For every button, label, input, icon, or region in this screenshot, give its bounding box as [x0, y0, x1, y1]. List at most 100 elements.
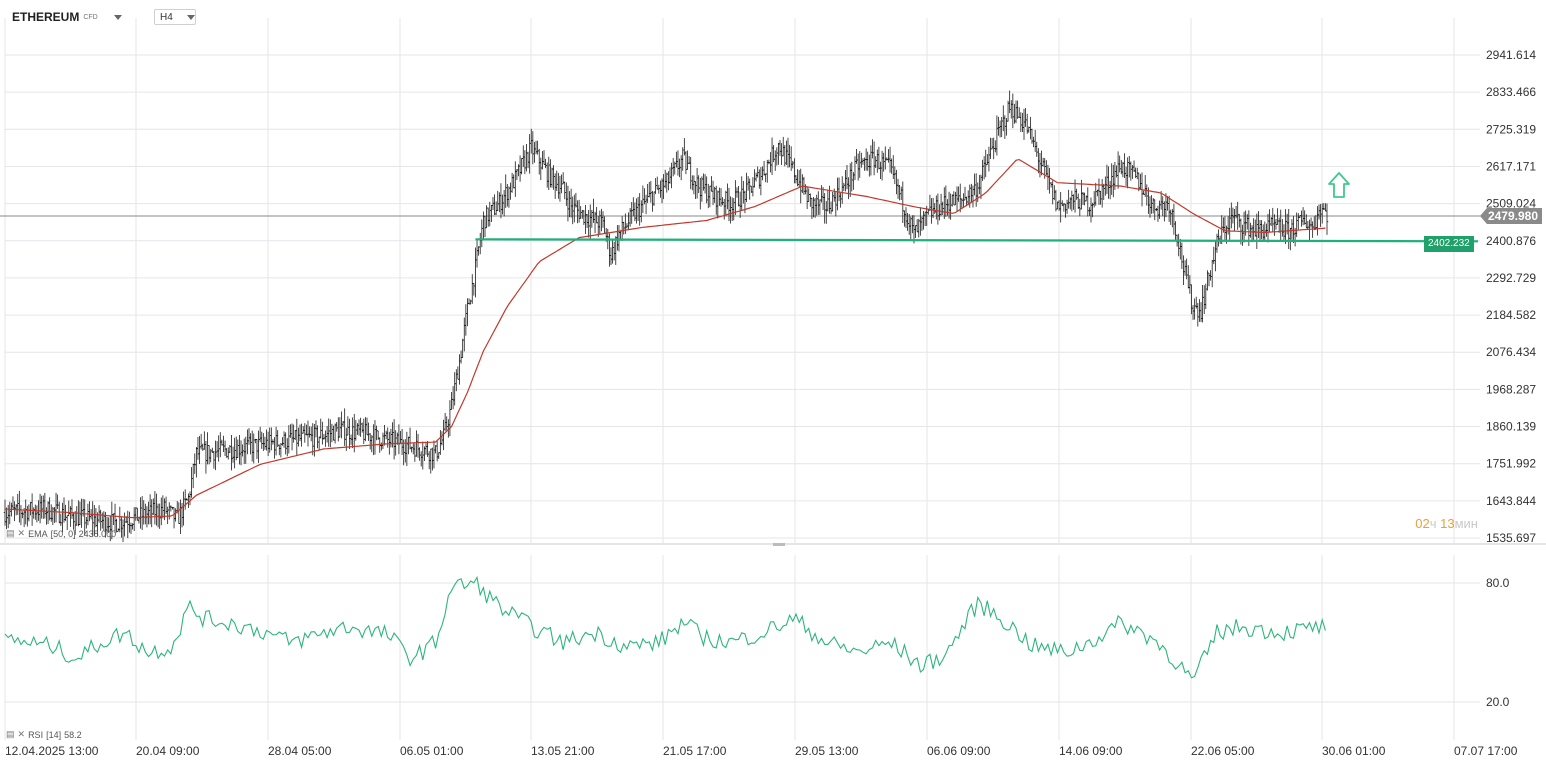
- settings-icon[interactable]: ▤: [6, 729, 15, 739]
- price-bar: [247, 428, 251, 445]
- price-axis-label: 2509.024: [1486, 197, 1536, 211]
- price-bar: [831, 192, 834, 212]
- price-axis: 1535.697 1643.844 1751.992 1860.139 1968.287…: [1486, 48, 1536, 545]
- level-price-tag[interactable]: 2402.232: [1424, 236, 1474, 252]
- price-bar: [1277, 217, 1281, 233]
- price-bar: [70, 499, 74, 519]
- time-axis-label: 06.05 01:00: [400, 744, 464, 758]
- price-bar: [860, 152, 863, 168]
- price-bar: [1032, 136, 1035, 148]
- rsi-line: [4, 575, 1326, 679]
- rsi-indicator-label: ▤ ✕ RSI [14] 58.2: [6, 729, 82, 740]
- price-bar: [989, 137, 992, 160]
- price-bar: [539, 157, 543, 181]
- price-bar: [836, 177, 839, 211]
- price-bar: [507, 186, 511, 208]
- price-bar: [1094, 182, 1098, 206]
- price-bar: [936, 193, 940, 225]
- price-axis-label: 1860.139: [1486, 420, 1536, 434]
- price-bar: [997, 116, 1000, 136]
- price-bar: [773, 150, 777, 171]
- symbol-selector[interactable]: ETHEREUM CFD: [12, 8, 122, 26]
- price-bar: [646, 183, 649, 204]
- price-bar: [820, 185, 823, 203]
- price-bar: [856, 153, 860, 181]
- price-bar: [496, 190, 500, 211]
- price-bar: [552, 165, 555, 190]
- price-bar: [901, 181, 905, 224]
- price-bar: [990, 137, 994, 150]
- time-axis-label: 29.05 13:00: [795, 744, 859, 758]
- price-bar: [655, 176, 659, 190]
- price-bar: [982, 156, 986, 180]
- close-icon[interactable]: ✕: [17, 528, 26, 538]
- price-bar: [523, 150, 527, 175]
- close-icon[interactable]: ✕: [17, 729, 26, 739]
- price-bar: [734, 180, 737, 216]
- price-bar: [957, 186, 960, 202]
- timeframe-selector[interactable]: H4: [154, 9, 196, 25]
- price-bar: [49, 504, 53, 522]
- price-bar: [601, 211, 605, 228]
- price-bar: [199, 433, 203, 450]
- price-bar: [1178, 238, 1182, 260]
- price-bar: [791, 160, 795, 169]
- price-bar: [85, 517, 88, 529]
- price-bar: [270, 427, 273, 451]
- price-bar: [840, 176, 844, 204]
- price-bar: [1207, 272, 1211, 287]
- time-axis-label: 07.07 17:00: [1454, 744, 1518, 758]
- price-bar: [681, 147, 685, 171]
- price-bar: [1268, 209, 1271, 233]
- price-bar: [338, 417, 342, 438]
- price-bar: [818, 199, 822, 215]
- price-bar: [534, 140, 538, 155]
- price-bar: [735, 187, 739, 198]
- price-bar: [483, 215, 487, 238]
- price-bar: [668, 167, 672, 184]
- price-bar: [724, 190, 728, 215]
- price-bar: [1092, 191, 1096, 208]
- price-bar: [5, 507, 8, 530]
- price-bar: [43, 492, 47, 519]
- support-level-line[interactable]: [475, 238, 1479, 243]
- price-bar: [563, 181, 567, 200]
- price-bar: [888, 146, 892, 173]
- price-bar: [1038, 153, 1042, 178]
- price-bar: [88, 501, 91, 522]
- price-bar: [343, 408, 346, 446]
- price-bar: [651, 190, 654, 212]
- price-bar: [635, 198, 638, 224]
- price-bar: [317, 436, 321, 450]
- price-bar: [598, 210, 602, 235]
- timeframe-label: H4: [160, 11, 173, 23]
- price-bar: [676, 150, 680, 176]
- price-bar: [218, 432, 222, 458]
- price-bar: [413, 443, 417, 462]
- price-bar: [215, 441, 219, 458]
- price-bar: [405, 431, 409, 467]
- price-bar: [223, 440, 227, 456]
- price-bar: [1143, 175, 1147, 197]
- pane-resize-handle[interactable]: [773, 543, 785, 546]
- current-price-tag: 2479.980: [1479, 208, 1542, 224]
- price-bar: [156, 503, 160, 528]
- price-bar: [915, 219, 919, 233]
- price-bar: [292, 424, 295, 443]
- price-bar: [453, 372, 457, 406]
- price-bar: [1017, 107, 1021, 118]
- price-bar: [373, 420, 377, 455]
- price-bar: [384, 430, 388, 440]
- price-bar: [290, 423, 294, 451]
- price-bar: [1126, 157, 1129, 189]
- price-bar: [547, 156, 551, 191]
- price-bar: [1029, 116, 1032, 140]
- price-bar: [694, 181, 697, 200]
- price-bar: [574, 192, 578, 208]
- price-bar: [1214, 240, 1217, 272]
- settings-icon[interactable]: ▤: [6, 528, 15, 538]
- price-bar: [319, 418, 323, 439]
- price-bar: [486, 207, 490, 227]
- price-bar: [756, 166, 759, 178]
